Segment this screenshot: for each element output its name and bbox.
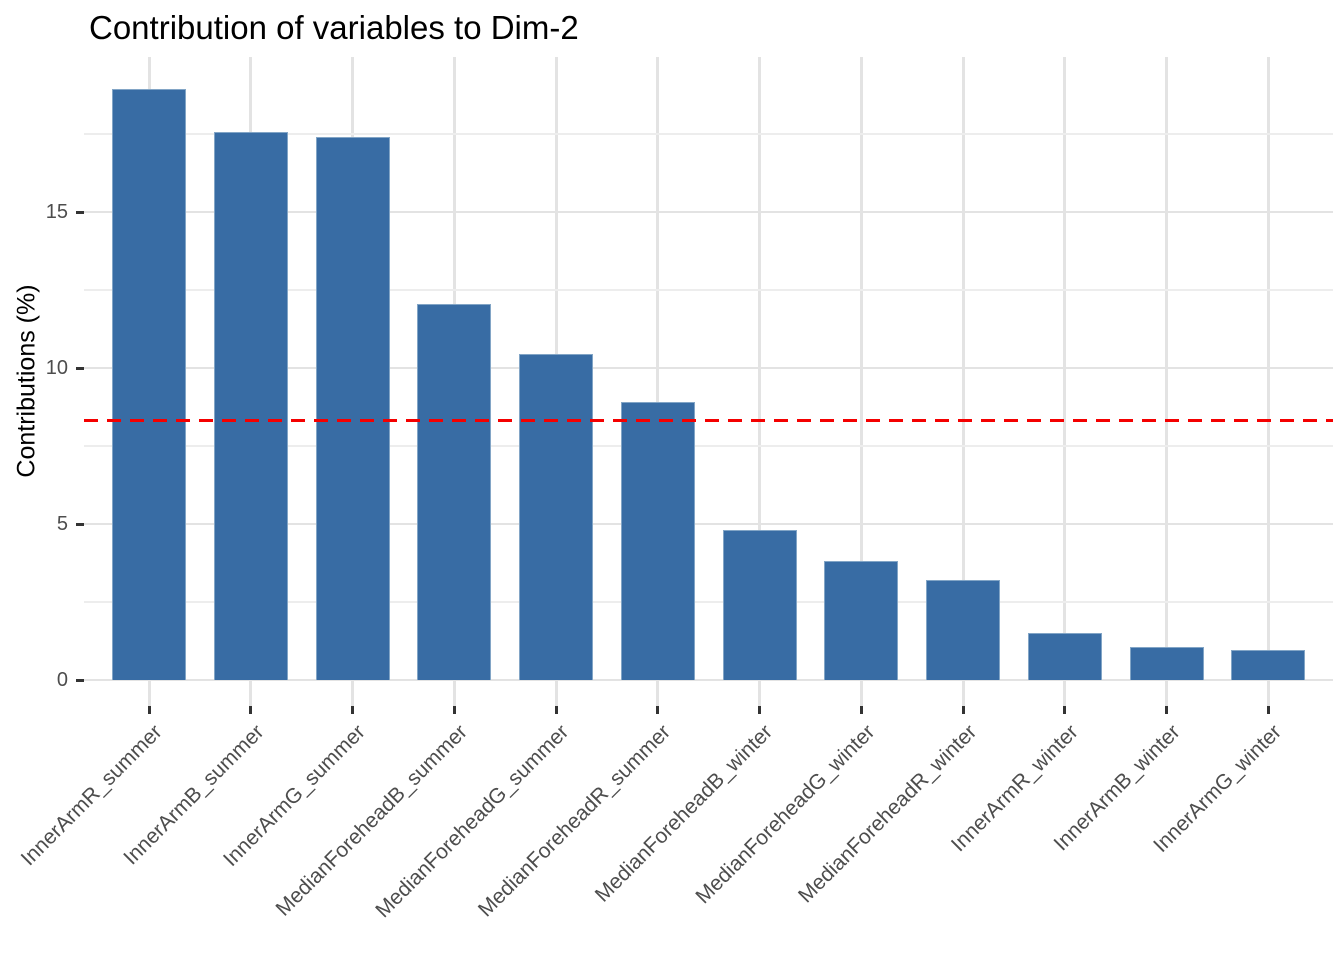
bar [519,353,594,680]
x-axis-label: MedianForeheadB_summer [271,720,472,921]
y-tick-label: 5 [56,513,68,535]
bar [926,580,1001,680]
x-axis-tick [147,706,151,714]
vertical-gridline [961,57,965,706]
x-axis-tick [961,706,965,714]
bar [1231,650,1306,680]
x-axis-label: MedianForeheadR_winter [793,720,981,908]
bar [1129,647,1204,680]
major-gridline [84,366,1333,370]
bar [112,88,186,680]
x-axis-tick [1165,706,1169,714]
y-tick-label: 15 [45,201,68,223]
major-gridline [84,678,1333,682]
x-axis-tick [249,706,253,714]
bar [417,304,492,680]
x-axis-tick [554,706,558,714]
y-tick-label: 10 [45,357,68,379]
x-axis-label: MedianForeheadG_summer [371,720,574,923]
bar [722,530,797,680]
bar [315,137,390,680]
y-tick-label: 0 [56,669,68,691]
y-axis-tick [76,366,84,370]
vertical-gridline [859,57,863,706]
x-axis-tick [656,706,660,714]
x-axis-tick [758,706,762,714]
major-gridline [84,210,1333,214]
x-axis-tick [1063,706,1067,714]
x-axis-tick [351,706,355,714]
y-axis-tick [76,210,84,214]
bar [213,132,288,680]
minor-gridline [84,289,1333,291]
x-axis-tick [1266,706,1270,714]
bar [1027,633,1102,680]
x-axis-label: MedianForeheadG_winter [690,720,879,909]
x-axis-tick [452,706,456,714]
x-axis-tick [859,706,863,714]
minor-gridline [84,133,1333,135]
y-axis-tick [76,678,84,682]
vertical-gridline [1266,57,1270,706]
reference-line [84,418,1333,422]
bar [620,402,695,680]
minor-gridline [84,601,1333,603]
bar [824,561,899,680]
x-axis-label: MedianForeheadR_summer [474,720,676,922]
minor-gridline [84,445,1333,447]
vertical-gridline [758,57,762,706]
vertical-gridline [1063,57,1067,706]
y-axis-tick [76,522,84,526]
major-gridline [84,522,1333,526]
vertical-gridline [656,57,660,706]
x-axis-label: MedianForeheadB_winter [590,720,778,907]
vertical-gridline [1165,57,1169,706]
chart-title: Contribution of variables to Dim-2 [89,9,579,46]
